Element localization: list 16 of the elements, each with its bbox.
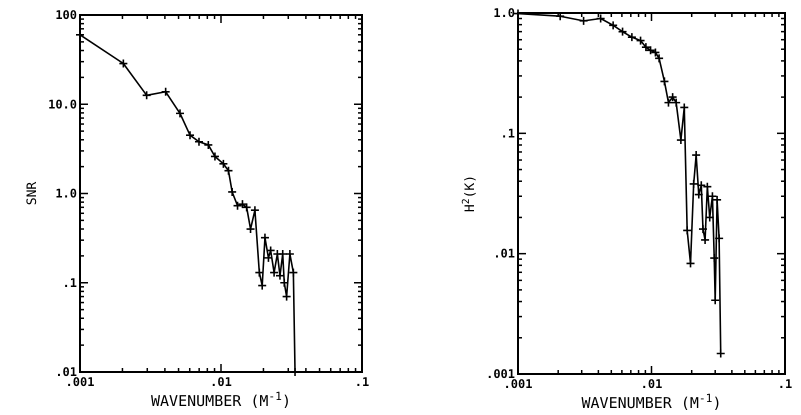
x-tick-label: .001 [66,375,94,389]
y-tick-label: 1.0 [493,6,515,20]
x-axis-title: WAVENUMBER (M$^{-1}$) [582,392,722,412]
y-tick-label: 10.0 [48,97,77,112]
x-tick-label: .001 [504,377,532,391]
y-axis-title: SNR [25,182,40,206]
x-axis-title: WAVENUMBER (M$^{-1}$) [151,390,291,410]
y-tick-label: 1.0 [55,186,77,200]
y-tick-label: .01 [493,246,515,261]
x-tick-label: .1 [778,377,792,391]
x-tick-label: .1 [354,375,370,389]
y-tick-label: .1 [62,276,77,290]
y-tick-label: .1 [500,126,515,140]
y-tick-label: 100 [55,8,77,22]
x-tick-label: .01 [210,375,232,389]
x-tick-label: .01 [640,377,662,391]
